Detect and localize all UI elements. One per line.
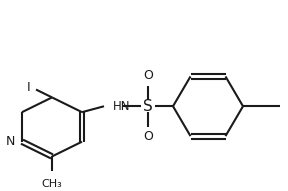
Text: CH₃: CH₃ (42, 179, 62, 189)
Text: I: I (26, 81, 30, 94)
Text: O: O (143, 69, 153, 82)
Text: HN: HN (113, 100, 130, 113)
Text: O: O (143, 130, 153, 143)
Text: S: S (143, 99, 153, 114)
Text: N: N (6, 135, 15, 148)
